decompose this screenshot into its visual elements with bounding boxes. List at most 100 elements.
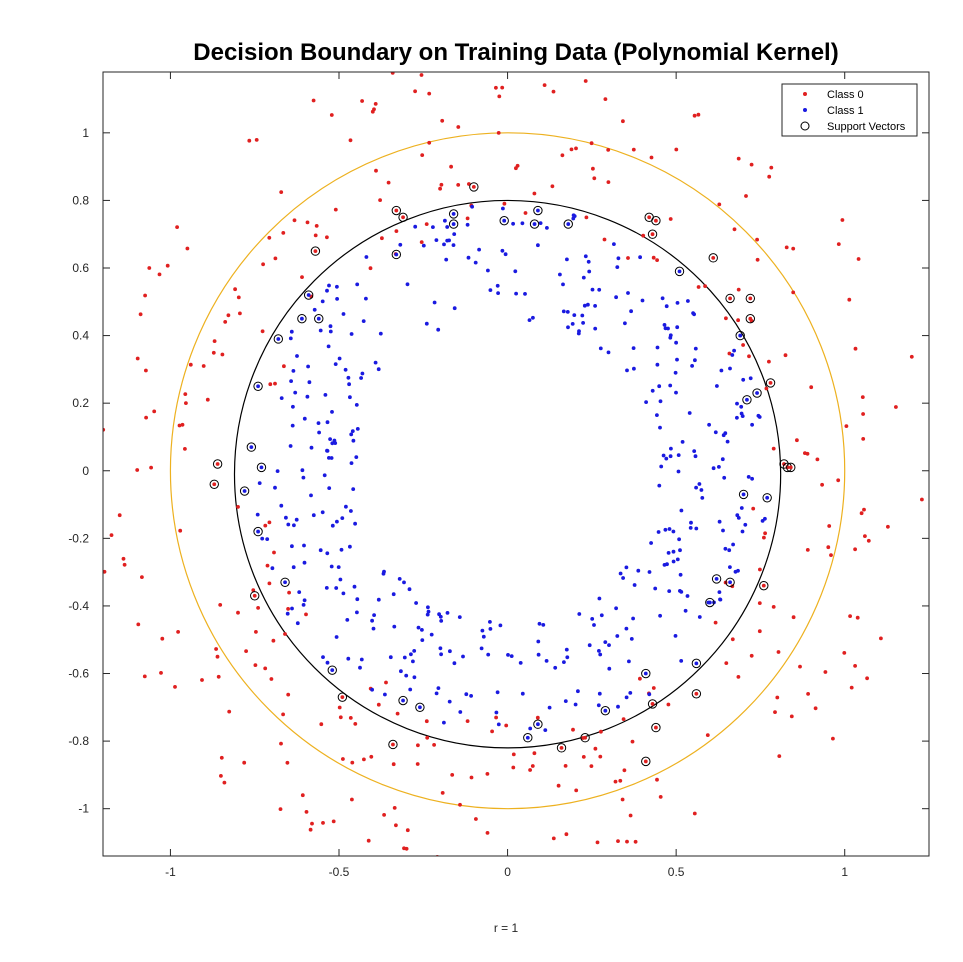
class1-point [523, 292, 527, 296]
class1-point [677, 537, 681, 542]
class0-point [564, 832, 569, 837]
class1-point [640, 298, 645, 303]
class1-point [760, 519, 765, 523]
class0-point [736, 287, 741, 292]
class0-point [304, 810, 309, 814]
support-vector-dot [745, 397, 749, 402]
support-vector-dot [559, 745, 564, 750]
support-vector-dot [502, 218, 507, 223]
y-tick-label: 0 [82, 464, 89, 478]
support-vector [705, 597, 715, 608]
support-vector-dot [738, 333, 743, 338]
class1-point [689, 520, 693, 525]
support-vector [327, 665, 337, 675]
class1-point [288, 444, 293, 448]
class0-point [121, 556, 126, 561]
class0-point [633, 839, 638, 844]
class1-point [439, 619, 444, 623]
class0-point [630, 739, 635, 744]
class1-point [432, 300, 437, 305]
class0-point [226, 313, 231, 318]
class0-point [751, 506, 756, 511]
support-vector-dot [451, 222, 456, 226]
class1-point [715, 384, 719, 388]
class1-point [464, 692, 469, 697]
class0-point [456, 183, 461, 187]
class1-point [355, 282, 360, 287]
class1-point [286, 522, 291, 527]
class1-point [694, 485, 698, 490]
class1-point [624, 626, 629, 631]
support-vector-dot [340, 695, 345, 700]
class1-point [531, 315, 535, 320]
class1-point [566, 325, 570, 330]
class1-point [736, 516, 741, 520]
y-tick-label: -0.2 [68, 531, 89, 545]
support-vector [314, 313, 324, 324]
class1-point [694, 526, 699, 531]
class1-point [325, 660, 330, 665]
class0-point [784, 245, 789, 250]
support-vector [253, 381, 263, 391]
class1-point [337, 356, 342, 361]
class1-point [426, 605, 430, 610]
class0-point [485, 772, 490, 776]
class0-point [542, 83, 547, 87]
class1-point [302, 560, 307, 565]
class1-point [470, 204, 474, 209]
class0-point [391, 762, 396, 767]
class0-point [532, 191, 537, 196]
class1-point [501, 206, 505, 211]
class1-point [618, 571, 623, 576]
class0-point [592, 176, 597, 181]
support-vector [738, 489, 749, 500]
class1-point [442, 720, 446, 725]
class0-point [256, 606, 260, 610]
class0-point [744, 194, 748, 198]
y-tick-label: -0.8 [68, 734, 89, 748]
class1-point [536, 639, 541, 644]
support-vectors-layer [209, 182, 796, 767]
support-vector [786, 462, 796, 473]
class0-point [183, 447, 187, 451]
support-vector [239, 486, 250, 496]
class1-point [680, 440, 685, 444]
class1-point [675, 557, 680, 562]
class0-point [909, 354, 914, 359]
support-vector [674, 266, 685, 277]
class0-point [626, 256, 630, 260]
class1-point [596, 703, 601, 708]
class1-point [690, 364, 694, 368]
class1-point [707, 422, 711, 427]
support-vector [711, 574, 722, 584]
class0-point [236, 505, 240, 509]
class1-point [438, 614, 443, 619]
class1-point [632, 366, 636, 371]
class1-point [614, 606, 618, 611]
support-vector-dot [212, 482, 217, 487]
class0-point [268, 382, 273, 387]
class0-point [308, 827, 313, 832]
support-vector-dot [768, 380, 773, 385]
class1-point [697, 482, 702, 486]
class1-point [615, 634, 620, 638]
class0-point [551, 836, 556, 841]
class1-point [583, 254, 588, 259]
class0-point [755, 257, 760, 262]
class1-point [309, 445, 314, 450]
class0-point [159, 671, 163, 675]
class1-point [358, 665, 362, 670]
support-vector-dot [532, 222, 537, 226]
class1-point [364, 296, 368, 301]
class0-point [840, 218, 845, 222]
support-vector [280, 577, 290, 587]
class0-point [732, 227, 737, 232]
class1-point [452, 306, 457, 311]
class0-point [147, 266, 152, 270]
class1-point [292, 523, 296, 528]
class1-point [412, 675, 417, 680]
class1-point [495, 283, 500, 288]
class0-point [736, 156, 741, 161]
support-vector [250, 591, 260, 601]
support-vector-dot [694, 661, 699, 666]
